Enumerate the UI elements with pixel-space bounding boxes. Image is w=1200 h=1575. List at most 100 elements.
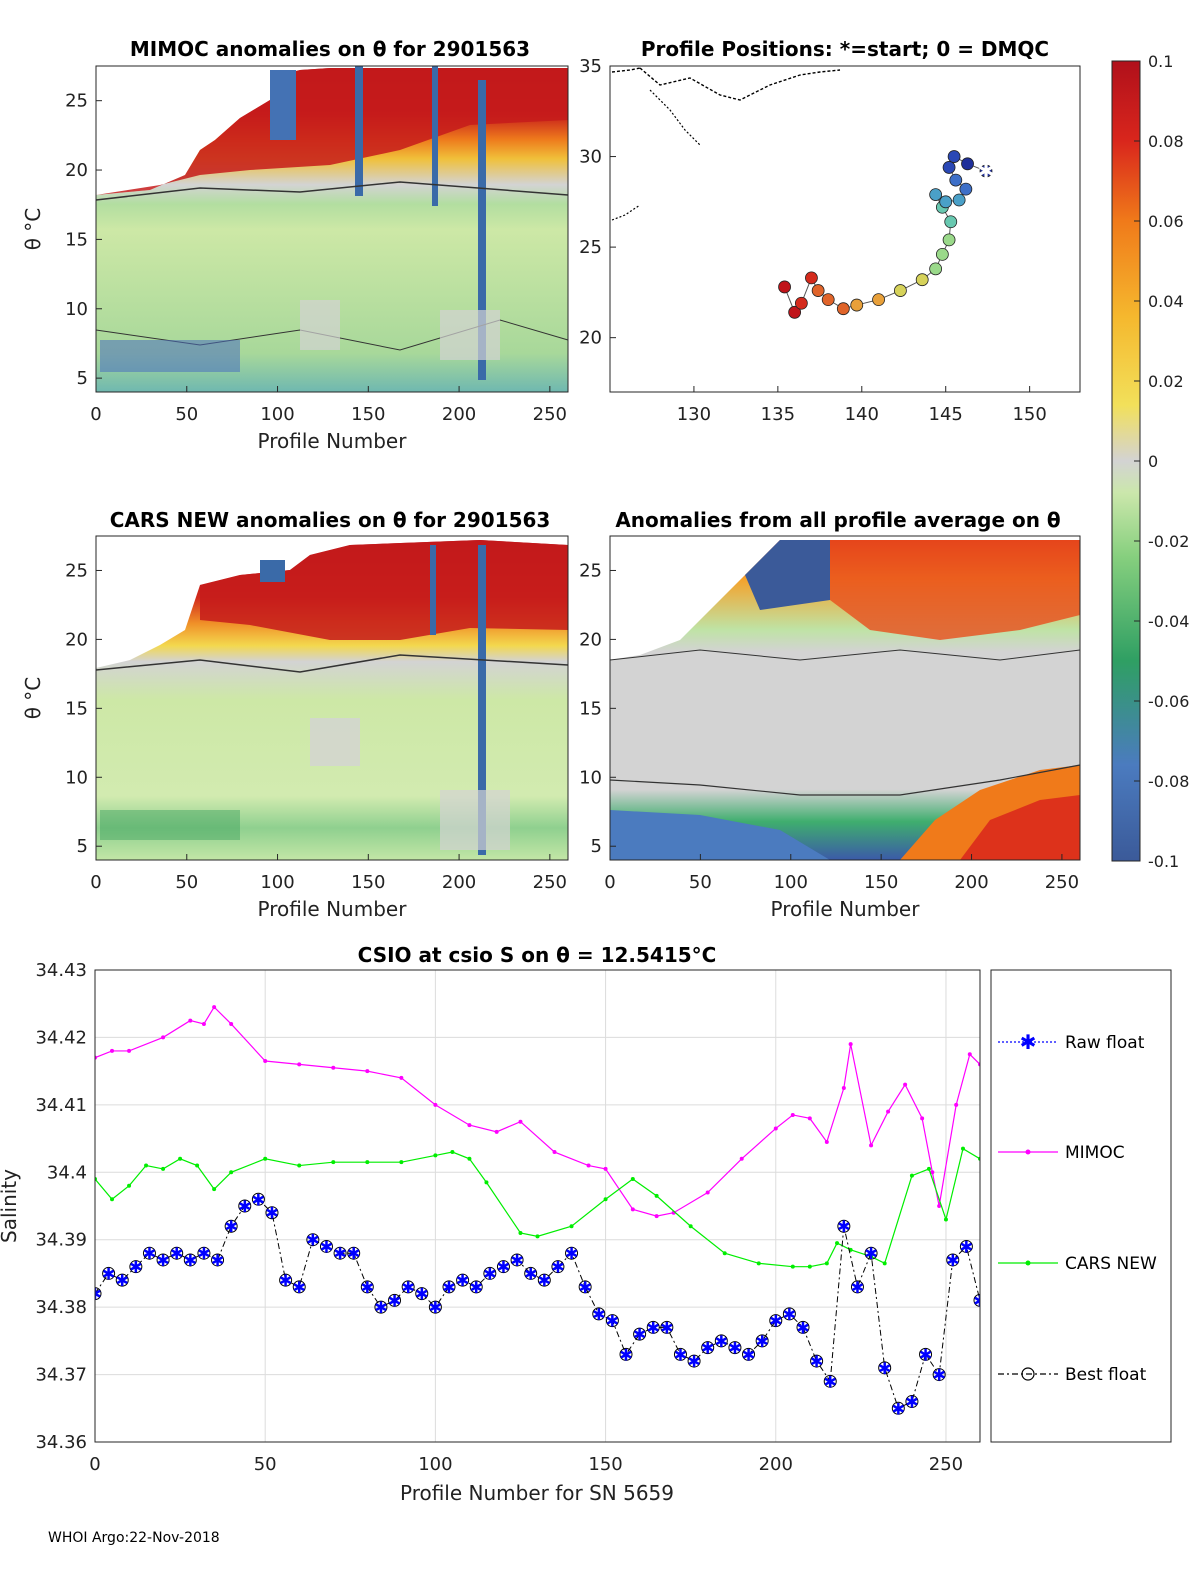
- raw-float-point: ✱: [224, 1217, 237, 1236]
- best-float-point: [224, 1219, 238, 1233]
- mimoc-point: [127, 1048, 132, 1053]
- start-star-icon: ✱: [978, 159, 995, 183]
- cars-new-point: [297, 1163, 302, 1168]
- mimoc-point: [212, 1005, 217, 1010]
- cars-new-point: [654, 1193, 659, 1198]
- salinity-x-tick-label: 100: [418, 1454, 452, 1475]
- raw-float-point: ✱: [238, 1197, 251, 1216]
- y-tick-label: 20: [65, 629, 88, 650]
- x-tick-label: 150: [864, 872, 898, 893]
- raw-float-point: ✱: [429, 1298, 442, 1317]
- raw-float-point: ✱: [647, 1318, 660, 1337]
- raw-float-point: ✱: [252, 1190, 265, 1209]
- float-track: ✱: [778, 150, 995, 319]
- y-tick-label: 15: [579, 698, 602, 719]
- raw-float-point: ✱: [878, 1359, 891, 1378]
- x-tick-label: 200: [442, 404, 476, 425]
- best-float-point: [919, 1347, 933, 1361]
- x-tick-label: 50: [689, 872, 712, 893]
- raw-float-point: ✱: [755, 1332, 768, 1351]
- cars-new-point: [178, 1156, 183, 1161]
- profile-position-marker: [778, 280, 791, 294]
- mimoc-point: [494, 1129, 499, 1134]
- best-float-point: [687, 1354, 701, 1368]
- x-tick-label: 250: [1045, 872, 1079, 893]
- series-line-best-float: [95, 1198, 980, 1409]
- raw-float-point: ✱: [892, 1399, 905, 1418]
- raw-float-point: ✱: [551, 1258, 564, 1277]
- average-heatmap-area: [609, 536, 1081, 860]
- raw-float-point: ✱: [143, 1244, 156, 1263]
- best-float-point: [211, 1253, 225, 1267]
- colorbar-tick-label: 0: [1148, 452, 1158, 471]
- best-float-point: [483, 1266, 497, 1280]
- raw-float-point: ✱: [510, 1251, 523, 1270]
- mimoc-point: [552, 1150, 557, 1155]
- raw-float-point: ✱: [88, 1285, 101, 1304]
- best-float-point: [415, 1287, 429, 1301]
- mimoc-point: [433, 1102, 438, 1107]
- profile-position-marker: [893, 284, 907, 297]
- cars-new-point: [467, 1156, 472, 1161]
- mimoc-point: [331, 1065, 336, 1070]
- profile-position-marker: [959, 182, 973, 196]
- profile-position-marker: [939, 195, 953, 209]
- mimoc-point: [399, 1075, 404, 1080]
- cars-new-point: [110, 1197, 115, 1202]
- cars-new-point: [195, 1163, 200, 1168]
- raw-float-point: ✱: [633, 1325, 646, 1344]
- x-tick-label: 50: [175, 872, 198, 893]
- raw-float-point: ✱: [592, 1305, 605, 1324]
- salinity-x-label: Profile Number for SN 5659: [400, 1481, 674, 1505]
- best-float-point: [95, 1287, 102, 1301]
- raw-float-point: ✱: [905, 1393, 918, 1412]
- best-float-point: [292, 1280, 306, 1294]
- map-y-tick-label: 20: [579, 328, 602, 349]
- best-float-point: [565, 1246, 579, 1260]
- colorbar-tick-label: -0.06: [1148, 692, 1189, 711]
- colorbar-tick-label: 0.02: [1148, 372, 1184, 391]
- svg-text:✱: ✱: [1020, 1030, 1037, 1054]
- mimoc-point: [739, 1156, 744, 1161]
- mimoc-point: [603, 1166, 608, 1171]
- raw-float-point: ✱: [810, 1352, 823, 1371]
- y-tick-label: 25: [65, 560, 88, 581]
- salinity-y-tick-label: 34.39: [35, 1230, 87, 1251]
- cars-new-point: [722, 1251, 727, 1256]
- best-float-point: [646, 1320, 660, 1334]
- cars-new-point: [909, 1173, 914, 1178]
- cars-new-point: [365, 1160, 370, 1165]
- mimoc-point: [705, 1190, 710, 1195]
- map-x-tick-label: 140: [845, 404, 879, 425]
- panel-cars-anomalies: CARS NEW anomalies on θ for 2901563: [95, 508, 569, 861]
- best-float-point: [142, 1246, 156, 1260]
- best-float-point: [701, 1341, 715, 1355]
- profile-position-marker: [942, 233, 956, 247]
- cars-new-point: [127, 1183, 132, 1188]
- raw-float-point: ✱: [565, 1244, 578, 1263]
- cars-new-point: [263, 1156, 268, 1161]
- mimoc-point: [841, 1086, 846, 1090]
- x-tick-label: 100: [260, 404, 294, 425]
- mimoc-point: [903, 1082, 908, 1087]
- best-float-point: [837, 1219, 851, 1233]
- best-float-point: [769, 1314, 783, 1328]
- y-tick-label: 5: [77, 836, 88, 857]
- salinity-y-tick-label: 34.36: [35, 1432, 87, 1453]
- y-tick-label: 15: [65, 698, 88, 719]
- mimoc-panel-title: MIMOC anomalies on θ for 2901563: [130, 37, 530, 61]
- salinity-x-tick-label: 200: [759, 1454, 793, 1475]
- cars-new-point: [835, 1241, 840, 1246]
- map-x-tick-label: 135: [761, 404, 795, 425]
- x-tick-label: 0: [90, 872, 101, 893]
- best-float-point: [306, 1233, 320, 1247]
- raw-float-point: ✱: [442, 1278, 455, 1297]
- y-tick-label: 10: [65, 299, 88, 320]
- cars-new-point: [756, 1261, 761, 1266]
- raw-float-point: ✱: [864, 1244, 877, 1263]
- raw-float-point: ✱: [197, 1244, 210, 1263]
- colorbar: 0.1 0.08 0.06 0.04 0.02 0 -0.02 -0.04 -0.06 -0.08…: [1111, 52, 1189, 871]
- best-float-point: [728, 1341, 742, 1355]
- cars-new-point: [331, 1160, 336, 1165]
